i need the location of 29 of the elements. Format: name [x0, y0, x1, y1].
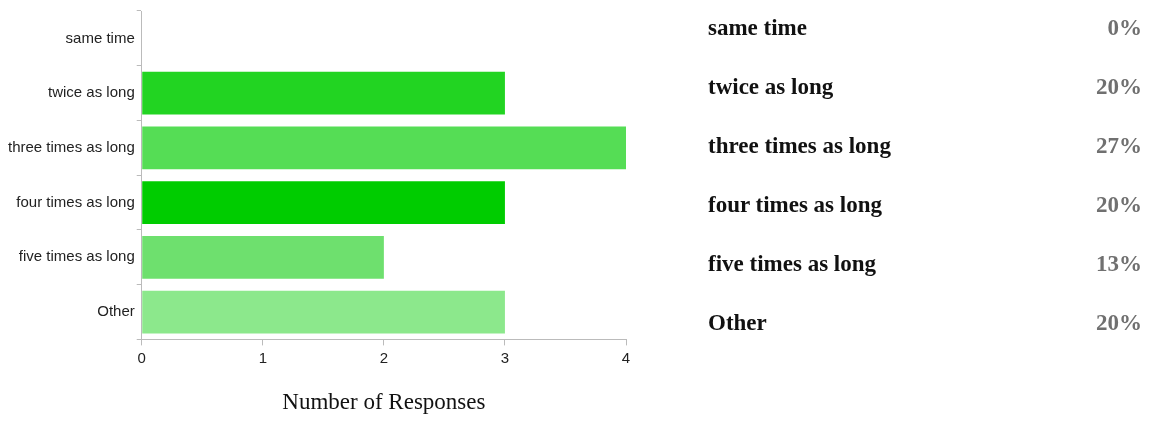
x-axis-title: Number of Responses [282, 389, 486, 415]
bar [142, 235, 384, 279]
text: 0% [1107, 14, 1142, 42]
x-tick-label: 1 [258, 348, 267, 366]
y-tick-label: twice as long [48, 83, 135, 101]
y-tick-label: same time [65, 28, 135, 46]
bar [142, 181, 505, 224]
y-tick-label: five times as long [18, 247, 135, 265]
text: 13% [1096, 250, 1142, 278]
text: 27% [1096, 132, 1142, 160]
x-tick-label: 3 [500, 348, 510, 366]
category-label: Other [708, 310, 767, 335]
category-label: four times as long [708, 192, 882, 217]
category-label: same time [708, 15, 807, 40]
bar [142, 126, 626, 170]
bar [142, 290, 505, 334]
text: 20% [1096, 191, 1142, 219]
category-label: five times as long [708, 251, 877, 276]
y-tick-label: four times as long [16, 192, 135, 210]
x-tick-label: 4 [621, 348, 631, 366]
category-label: three times as long [708, 133, 891, 158]
x-tick-label: 0 [137, 348, 146, 366]
text: 20% [1096, 73, 1142, 101]
bar [142, 71, 505, 115]
category-label: twice as long [708, 74, 834, 99]
text: 20% [1096, 309, 1142, 337]
y-tick-label: Other [97, 302, 135, 320]
x-tick-label: 2 [379, 348, 389, 366]
y-tick-label: three times as long [8, 137, 135, 155]
